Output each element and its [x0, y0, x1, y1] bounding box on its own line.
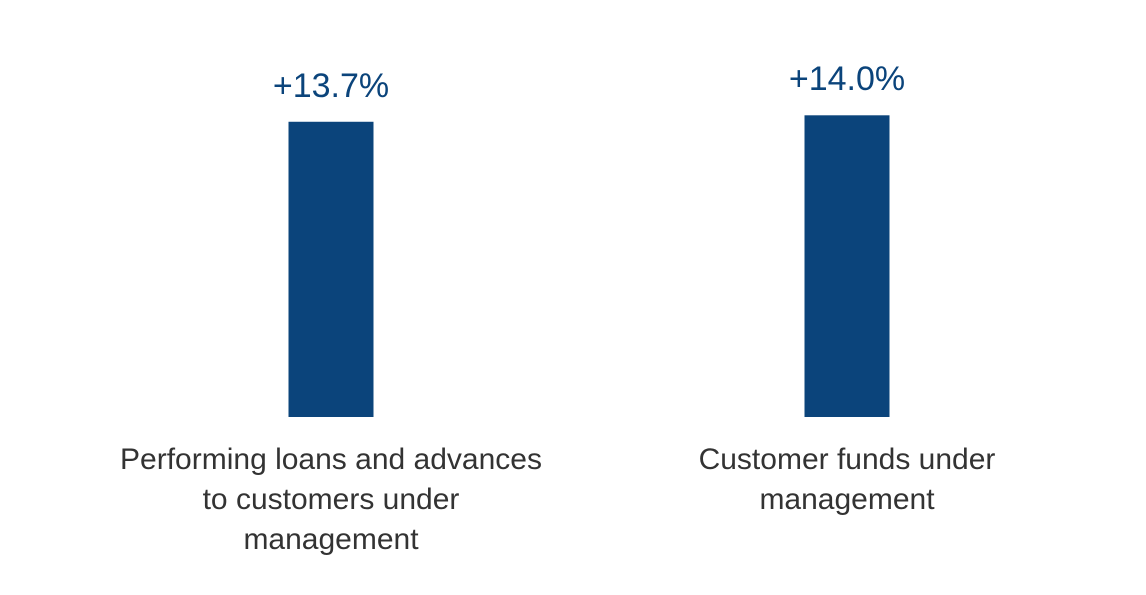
- category-label: Customer funds under management: [698, 443, 996, 516]
- category-label: Performing loans and advances to custome…: [120, 443, 542, 556]
- bar: [804, 115, 890, 418]
- value-label: +13.7%: [272, 66, 390, 105]
- value-label: +14.0%: [788, 60, 906, 99]
- bar: [288, 121, 374, 417]
